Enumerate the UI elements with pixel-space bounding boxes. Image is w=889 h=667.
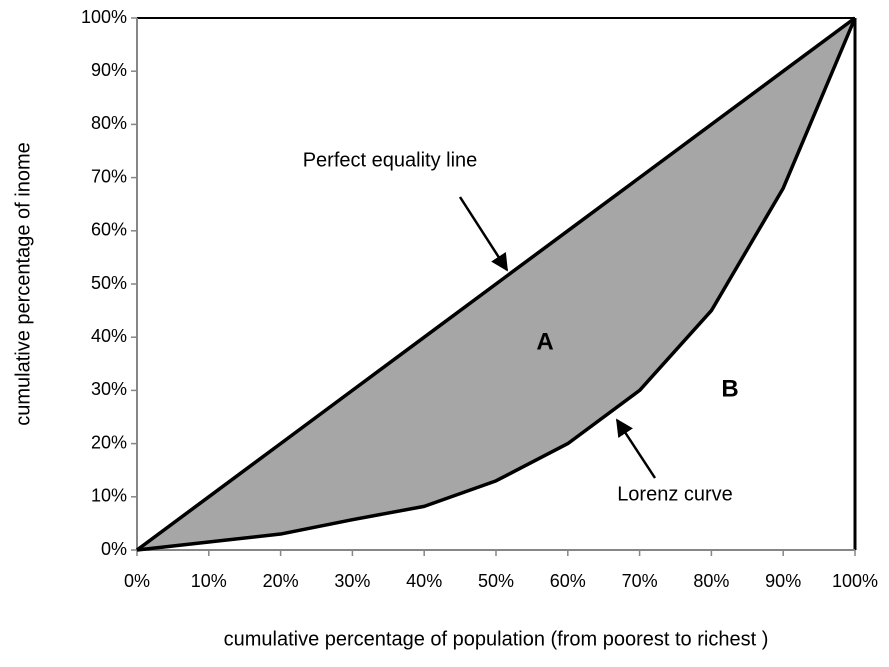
series-label: Lorenz curve bbox=[617, 483, 733, 505]
y-tick-label: 20% bbox=[91, 432, 127, 452]
x-tick-label: 30% bbox=[334, 571, 370, 591]
x-tick-label: 10% bbox=[191, 571, 227, 591]
callout-arrow bbox=[615, 418, 657, 479]
x-tick-label: 0% bbox=[124, 571, 150, 591]
x-tick-label: 70% bbox=[622, 571, 658, 591]
y-tick-label: 50% bbox=[91, 273, 127, 293]
y-tick-label: 70% bbox=[91, 166, 127, 186]
series-line bbox=[136, 17, 857, 552]
x-tick-label: 100% bbox=[832, 571, 878, 591]
x-tick-label: 40% bbox=[406, 571, 442, 591]
y-tick-label: 80% bbox=[91, 113, 127, 133]
x-tick-label: 50% bbox=[478, 571, 514, 591]
y-tick-label: 0% bbox=[101, 539, 127, 559]
region-label: A bbox=[536, 328, 553, 355]
y-tick-label: 30% bbox=[91, 379, 127, 399]
y-tick-label: 60% bbox=[91, 220, 127, 240]
x-tick-label: 90% bbox=[765, 571, 801, 591]
y-tick-label: 90% bbox=[91, 60, 127, 80]
callout-arrow bbox=[458, 196, 509, 272]
region-label: B bbox=[721, 375, 738, 402]
y-tick-label: 40% bbox=[91, 326, 127, 346]
y-axis-label: cumulative percentage of inome bbox=[12, 142, 34, 426]
x-tick-label: 80% bbox=[693, 571, 729, 591]
x-tick-label: 60% bbox=[550, 571, 586, 591]
y-tick-label: 100% bbox=[81, 7, 127, 27]
x-axis-label: cumulative percentage of population (fro… bbox=[224, 628, 769, 650]
plot-area: 0% 10% 20% 30% 40% 50% 60% 70% 80% 90% 100% 0% 10% 20… bbox=[81, 7, 878, 591]
series-label: Perfect equality line bbox=[303, 149, 478, 171]
y-tick-label: 10% bbox=[91, 486, 127, 506]
x-tick-label: 20% bbox=[263, 571, 299, 591]
series-line bbox=[135, 16, 857, 552]
